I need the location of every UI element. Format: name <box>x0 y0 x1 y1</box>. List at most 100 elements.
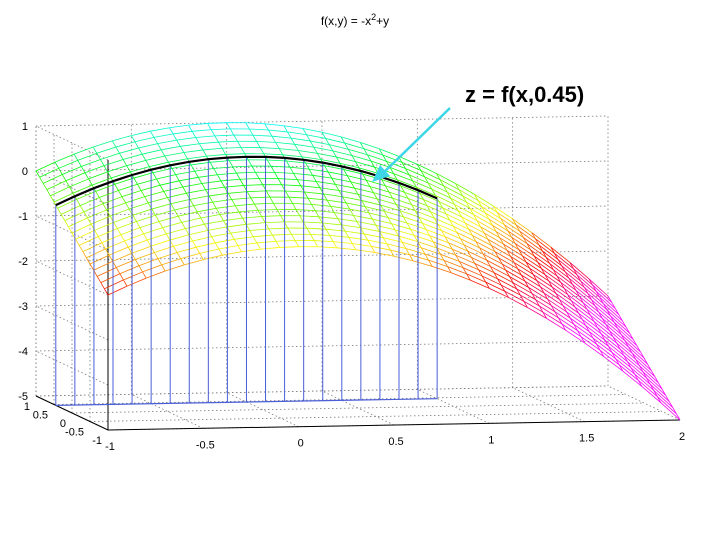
mesh-line <box>176 137 196 141</box>
mesh-line <box>268 129 288 133</box>
mesh-line <box>94 221 114 231</box>
mesh-line <box>372 218 392 225</box>
mesh-line <box>549 263 570 279</box>
mesh-line <box>273 203 278 210</box>
mesh-line <box>35 161 56 172</box>
mesh-line <box>228 160 234 168</box>
mesh-line <box>610 315 630 334</box>
mesh-line <box>527 307 547 319</box>
mesh-line <box>160 149 166 157</box>
mesh-line <box>581 319 602 335</box>
mesh-line <box>290 137 296 145</box>
mesh-line <box>93 260 113 271</box>
mesh-line <box>119 273 124 281</box>
mesh-line <box>334 184 340 191</box>
mesh-line <box>503 243 523 257</box>
z-tick-label: -1 <box>18 211 28 223</box>
mesh-line <box>233 239 239 246</box>
mesh-line <box>348 236 368 241</box>
mesh-line <box>563 288 584 304</box>
mesh-line <box>126 165 131 173</box>
mesh-line <box>585 325 590 332</box>
mesh-line <box>413 235 419 242</box>
mesh-line <box>145 160 150 167</box>
mesh-line <box>500 218 505 226</box>
mesh-line <box>105 248 110 256</box>
mesh-line <box>250 197 255 205</box>
mesh-line <box>555 292 576 308</box>
mesh-line <box>234 236 254 240</box>
mesh-line <box>473 214 493 226</box>
mesh-line <box>643 357 648 365</box>
mesh-line <box>620 348 640 366</box>
mesh-line <box>386 160 406 169</box>
mesh-line <box>575 290 580 297</box>
mesh-line <box>275 142 295 145</box>
mesh-line <box>638 379 658 397</box>
mesh-line <box>437 224 442 231</box>
mesh-line <box>534 238 540 246</box>
mesh-line <box>432 241 438 249</box>
mesh-line <box>419 192 440 202</box>
mesh-line <box>198 143 204 151</box>
mesh-line <box>268 129 273 137</box>
mesh-line <box>512 282 518 290</box>
mesh-line <box>406 222 427 230</box>
mesh-line <box>542 311 563 325</box>
mesh-line <box>498 257 503 265</box>
mesh-line <box>535 299 556 312</box>
mesh-line <box>214 135 219 143</box>
mesh-line <box>493 205 513 220</box>
mesh-line <box>241 248 261 253</box>
mesh-line <box>590 315 595 322</box>
slice-base-line <box>55 398 438 406</box>
mesh-line <box>505 270 510 277</box>
mesh-line <box>119 153 124 160</box>
mesh-line <box>139 221 160 229</box>
mesh-line <box>561 265 581 282</box>
mesh-line <box>187 155 207 160</box>
mesh-line <box>292 203 297 210</box>
mesh-line <box>147 233 167 241</box>
mesh-line <box>211 236 216 244</box>
mesh-line <box>306 134 311 142</box>
mesh-line <box>283 125 303 129</box>
mesh-line <box>329 144 349 150</box>
mesh-line <box>335 183 355 189</box>
mesh-line <box>323 193 343 198</box>
grid-line-floor-y <box>89 411 663 422</box>
mesh-line <box>500 218 521 232</box>
mesh-line <box>350 181 355 189</box>
mesh-line <box>86 248 106 259</box>
mesh-line <box>260 147 280 149</box>
x-tick-label: 1.5 <box>579 433 594 445</box>
mesh-line <box>150 239 170 247</box>
mesh-line <box>96 276 102 283</box>
mesh-line <box>275 240 296 242</box>
mesh-line <box>559 299 579 314</box>
mesh-line <box>142 271 147 279</box>
mesh-line <box>598 311 618 329</box>
mesh-line <box>516 288 521 296</box>
mesh-line <box>353 214 373 220</box>
mesh-line <box>528 287 533 294</box>
mesh-line <box>491 245 496 252</box>
mesh-line <box>436 173 441 180</box>
mesh-line <box>646 377 666 396</box>
mesh-line <box>400 185 405 193</box>
mesh-line <box>402 216 408 224</box>
mesh-line <box>462 195 467 203</box>
mesh-line <box>197 207 217 213</box>
mesh-line <box>114 177 134 185</box>
mesh-line <box>456 232 461 239</box>
mesh-line <box>155 215 160 222</box>
mesh-line <box>349 208 354 216</box>
mesh-line <box>332 241 338 249</box>
mesh-line <box>523 237 543 252</box>
mesh-line <box>409 254 429 261</box>
mesh-line <box>43 174 63 184</box>
mesh-line <box>238 209 259 213</box>
mesh-line <box>459 261 464 268</box>
mesh-line <box>406 222 411 230</box>
